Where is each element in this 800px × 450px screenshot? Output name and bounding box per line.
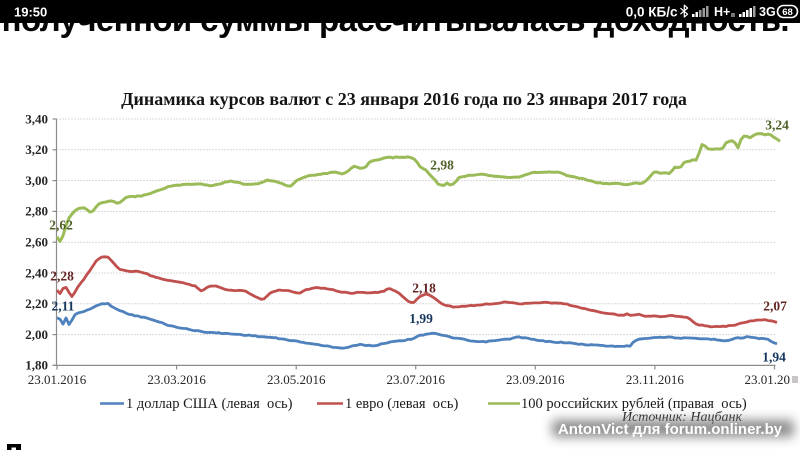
svg-text:100 российских рублей (правая: 100 российских рублей (правая ось) [521,396,747,412]
svg-text:23.09.2016: 23.09.2016 [506,372,565,387]
svg-text:68: 68 [782,7,793,18]
svg-text:2,60: 2,60 [25,235,48,250]
svg-text:2,28: 2,28 [50,269,74,284]
svg-text:23.01.2016: 23.01.2016 [28,372,87,387]
svg-text:2,98: 2,98 [430,158,454,173]
svg-text:2,62: 2,62 [49,218,73,233]
svg-text:23.03.2016: 23.03.2016 [147,372,206,387]
svg-text:1 евро (левая ось): 1 евро (левая ось) [345,396,458,412]
svg-text:1,94: 1,94 [762,350,786,365]
svg-text:2,18: 2,18 [412,281,436,296]
svg-text:3,40: 3,40 [25,111,48,126]
svg-text:3,24: 3,24 [765,118,789,133]
svg-text:2,80: 2,80 [25,204,48,219]
svg-text:2,40: 2,40 [25,265,48,280]
svg-text:1,99: 1,99 [409,311,433,326]
svg-text:23.05.2016: 23.05.2016 [267,372,326,387]
svg-text:23.01.20: 23.01.20 [745,372,791,387]
svg-text:2,11: 2,11 [52,299,75,314]
svg-text:2,07: 2,07 [763,299,787,314]
svg-text:1,80: 1,80 [25,358,48,373]
svg-text:0,0 КБ/с: 0,0 КБ/с [626,5,678,20]
svg-text:3,20: 3,20 [25,142,48,157]
svg-text:3G: 3G [759,5,776,19]
svg-text:Динамика курсов валют с 23 янв: Динамика курсов валют с 23 января 2016 г… [121,89,687,109]
svg-text:23.07.2016: 23.07.2016 [386,372,445,387]
svg-text:H+: H+ [714,5,730,19]
svg-text:3,00: 3,00 [25,173,48,188]
svg-text:2,00: 2,00 [25,327,48,342]
svg-text:23.11.2016: 23.11.2016 [626,372,685,387]
svg-text:AntonVict для forum.onliner.by: AntonVict для forum.onliner.by [558,421,783,438]
svg-text:1 доллар США (левая ось): 1 доллар США (левая ось) [126,396,293,412]
svg-text:2,20: 2,20 [25,296,48,311]
svg-text:19:50: 19:50 [14,5,47,20]
